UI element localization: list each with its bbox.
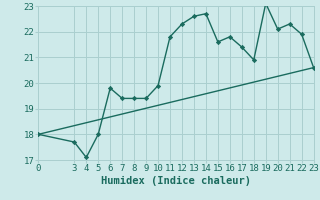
X-axis label: Humidex (Indice chaleur): Humidex (Indice chaleur) (101, 176, 251, 186)
